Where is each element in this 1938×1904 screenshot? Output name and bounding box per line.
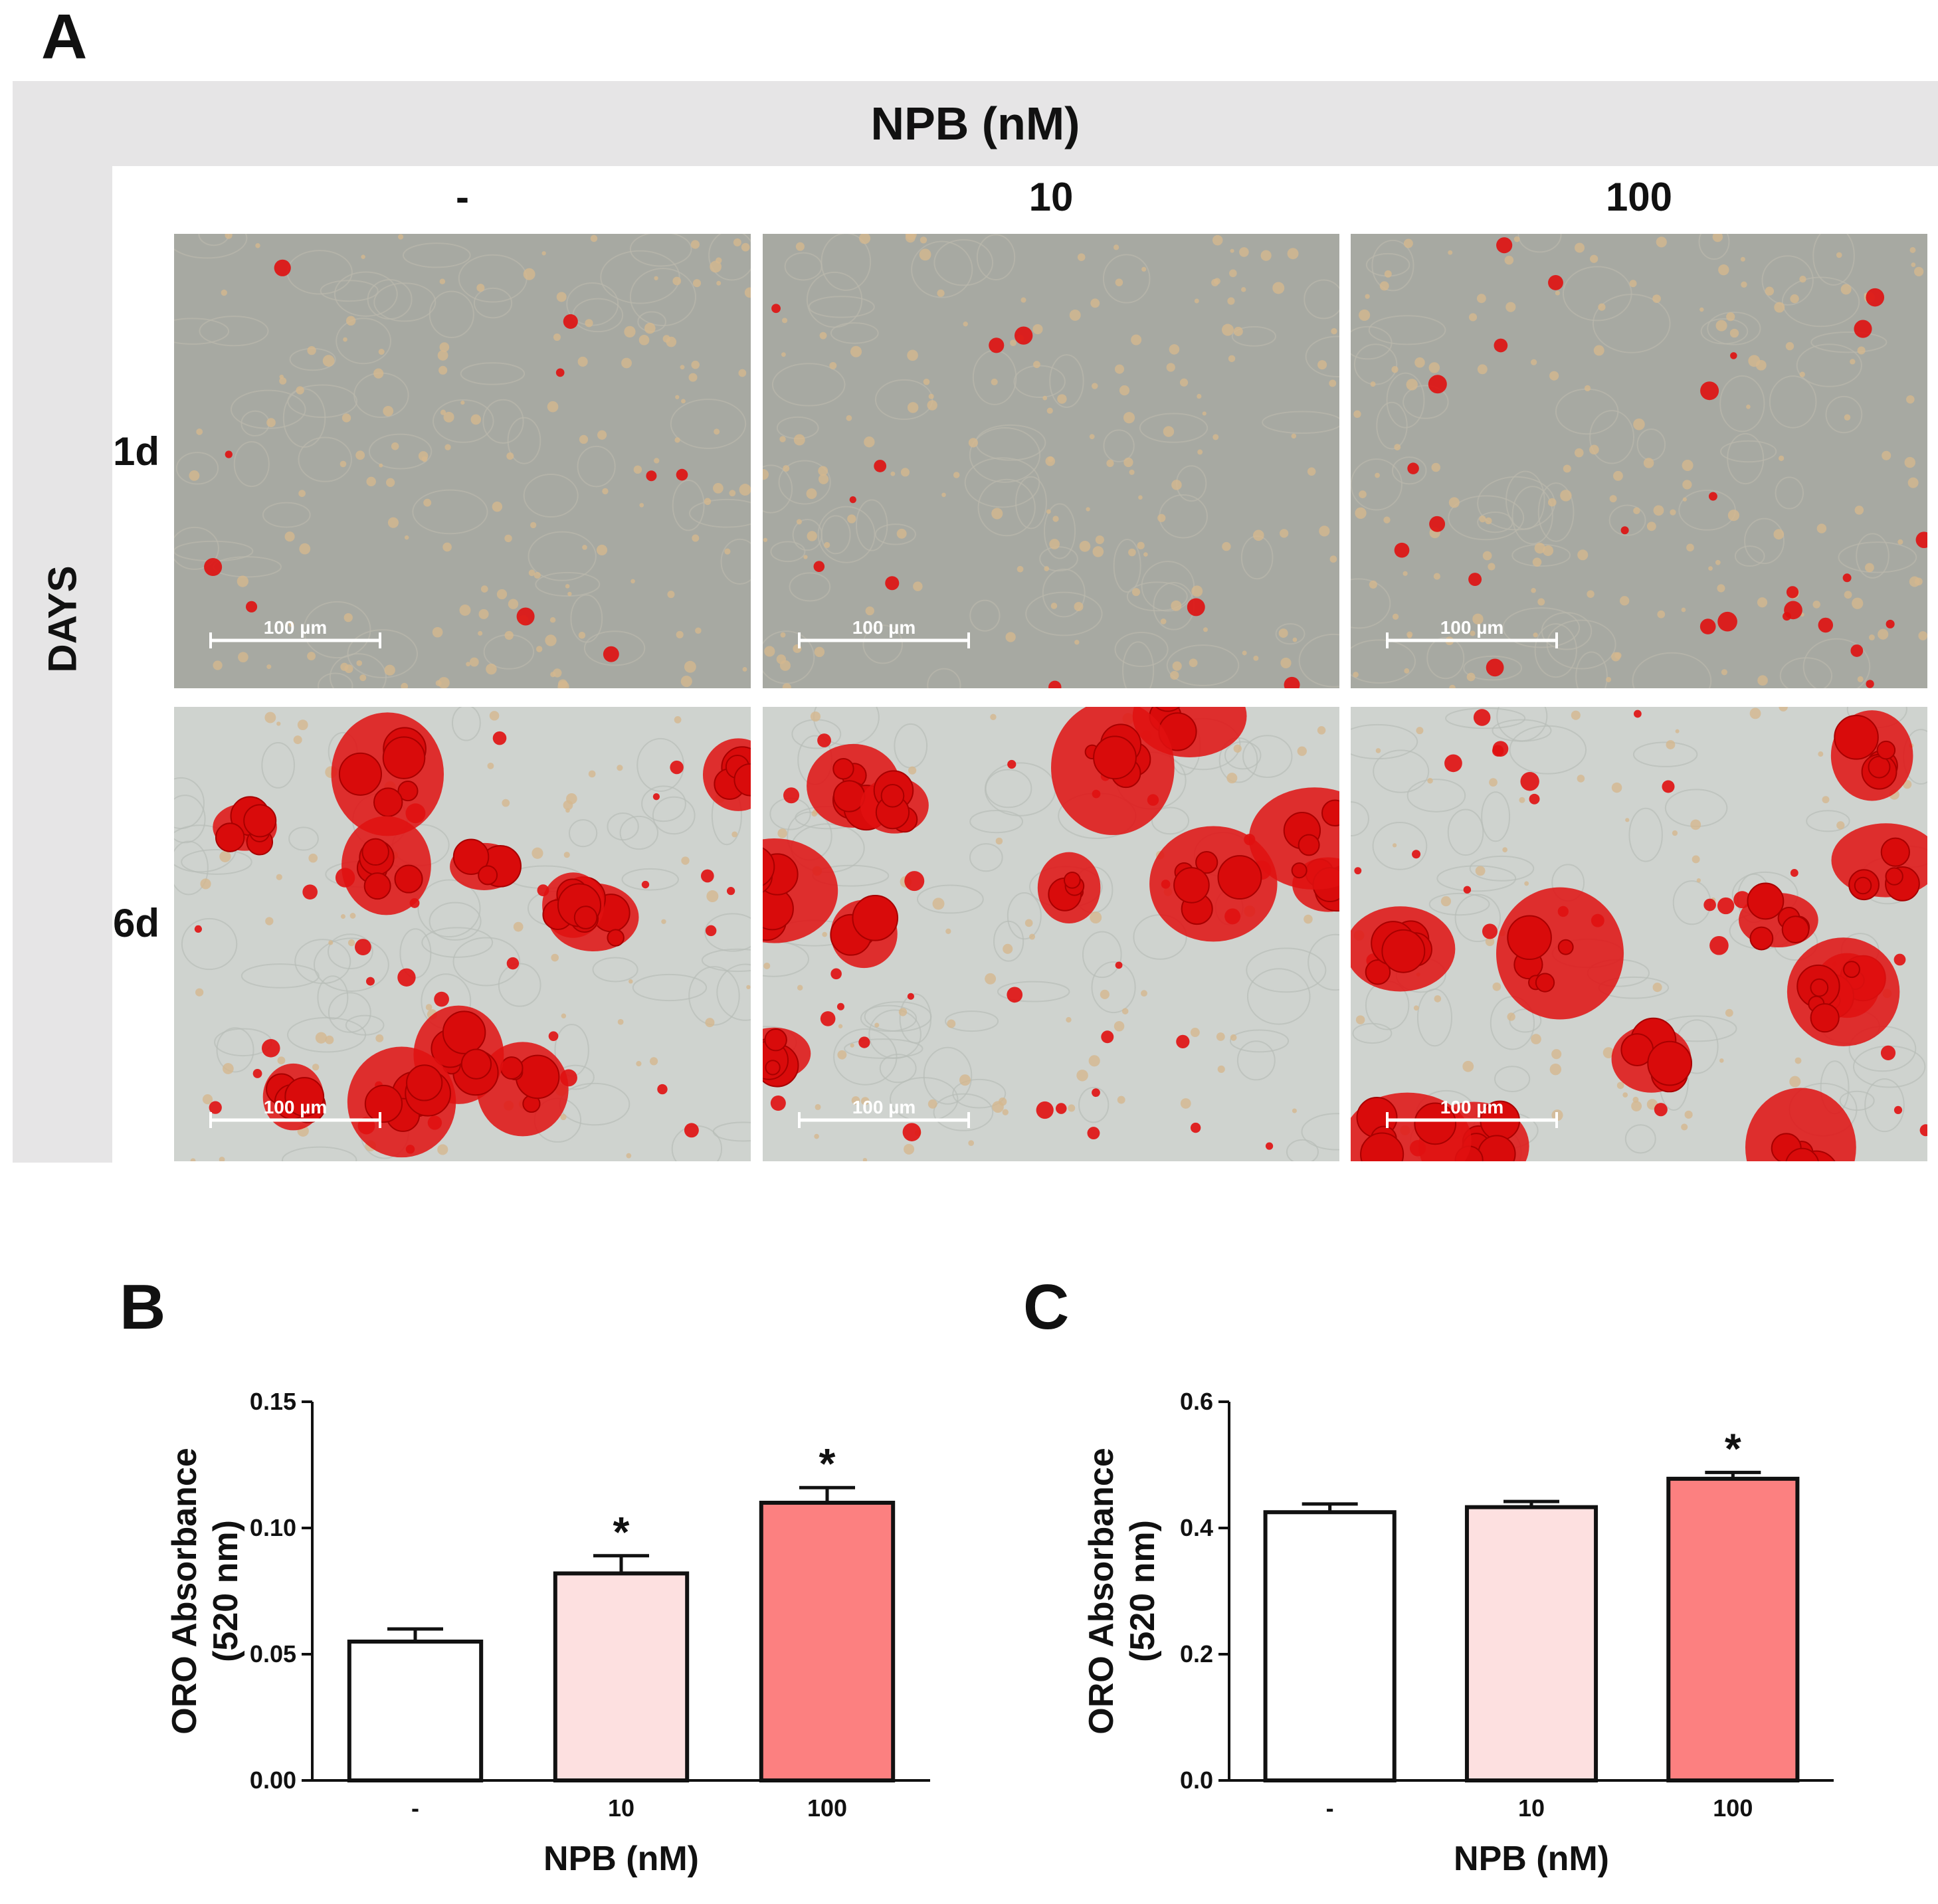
significance-marker: * bbox=[613, 1508, 630, 1556]
micrograph-6d-100: 100 µm bbox=[1351, 707, 1927, 1161]
panel-letter-c: C bbox=[1023, 1272, 1070, 1343]
bar bbox=[1263, 1510, 1397, 1782]
x-axis-title: NPB (nM) bbox=[543, 1840, 699, 1878]
y-tick-label: 0.15 bbox=[250, 1388, 296, 1415]
x-tick-label: - bbox=[1326, 1794, 1334, 1822]
scale-bar-label: 100 µm bbox=[852, 1097, 916, 1117]
y-axis-title: ORO Absorbance bbox=[1082, 1448, 1121, 1735]
chart-b: 0.00 0.05 0.10 0.15 - * 10 * 100 NPB (nM) ORO Abso… bbox=[165, 1388, 930, 1878]
column-label-10: 10 bbox=[1028, 175, 1074, 219]
micrograph-1d-100: 100 µm bbox=[1351, 234, 1927, 688]
panel-a-days-label: DAYS bbox=[40, 565, 85, 673]
scale-bar-label: 100 µm bbox=[852, 617, 916, 638]
x-tick-label: 10 bbox=[1518, 1794, 1545, 1822]
significance-marker: * bbox=[1725, 1424, 1741, 1472]
micrograph-6d-control: 100 µm bbox=[174, 707, 751, 1161]
column-label-control: - bbox=[456, 175, 469, 219]
y-tick-label: 0.05 bbox=[250, 1640, 296, 1667]
y-tick-label: 0.0 bbox=[1180, 1766, 1213, 1794]
y-tick-label: 0.4 bbox=[1180, 1514, 1213, 1541]
y-axis-title: (520 nm) bbox=[207, 1520, 245, 1662]
panel-a-header: NPB (nM) bbox=[870, 98, 1080, 149]
panel-a-side-band bbox=[13, 166, 112, 1163]
scale-bar-label: 100 µm bbox=[1440, 1097, 1504, 1117]
y-axis-title: (520 nm) bbox=[1123, 1520, 1162, 1662]
micrograph-6d-10: 100 µm bbox=[763, 707, 1339, 1161]
scale-bar-label: 100 µm bbox=[264, 1097, 328, 1117]
panel-letter-a: A bbox=[41, 1, 88, 72]
x-tick-label: - bbox=[411, 1794, 419, 1822]
column-label-100: 100 bbox=[1605, 175, 1673, 219]
bar bbox=[553, 1571, 690, 1782]
row-label-1d: 1d bbox=[113, 429, 160, 474]
significance-marker: * bbox=[819, 1440, 836, 1487]
micrograph-1d-10: 100 µm bbox=[763, 234, 1339, 688]
bar bbox=[1464, 1505, 1599, 1782]
scale-bar-label: 100 µm bbox=[264, 617, 328, 638]
scale-bar-label: 100 µm bbox=[1440, 617, 1504, 638]
chart-c: 0.0 0.2 0.4 0.6 - 10 * 100 NPB (nM) ORO Absorbanc… bbox=[1082, 1388, 1834, 1878]
x-tick-label: 10 bbox=[608, 1794, 634, 1822]
y-tick-label: 0.2 bbox=[1180, 1640, 1213, 1667]
y-axis-title: ORO Absorbance bbox=[165, 1448, 204, 1735]
panel-a-header-band bbox=[13, 81, 1938, 166]
x-tick-label: 100 bbox=[1713, 1794, 1753, 1822]
y-tick-label: 0.00 bbox=[250, 1766, 296, 1794]
y-tick-label: 0.6 bbox=[1180, 1388, 1213, 1415]
x-tick-label: 100 bbox=[807, 1794, 847, 1822]
bar bbox=[347, 1640, 484, 1782]
row-label-6d: 6d bbox=[113, 901, 160, 945]
bar bbox=[759, 1501, 896, 1782]
x-axis-title: NPB (nM) bbox=[1454, 1840, 1609, 1878]
y-tick-label: 0.10 bbox=[250, 1514, 296, 1541]
bar bbox=[1666, 1476, 1800, 1782]
panel-letter-b: B bbox=[120, 1272, 166, 1343]
micrograph-1d-control: 100 µm bbox=[174, 234, 751, 688]
